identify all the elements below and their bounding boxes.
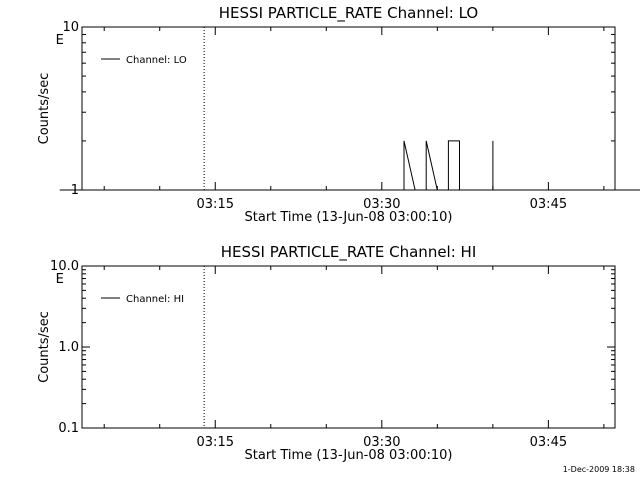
x-tick-label: 03:45 [530, 435, 567, 450]
y-tick-label: 0.1 [58, 421, 79, 436]
plot-frame [81, 265, 616, 429]
x-tick-label: 03:30 [363, 197, 400, 212]
event-marker-label: E [56, 33, 64, 48]
x-tick-label: 03:15 [197, 435, 234, 450]
legend-label: Channel: LO [126, 55, 187, 66]
timestamp-label: 1-Dec-2009 18:38 [563, 465, 635, 474]
y-tick-label: 10.0 [50, 259, 79, 274]
x-tick-label: 03:45 [530, 197, 567, 212]
x-tick-label: 03:15 [197, 197, 234, 212]
chart-lo-channel: HESSI PARTICLE_RATE Channel: LO 03:15 03:3… [37, 4, 640, 225]
legend-label: Channel: HI [126, 294, 184, 305]
x-axis-label: Start Time (13-Jun-08 03:00:10) [245, 448, 453, 463]
plot-frame [81, 26, 616, 191]
chart-hi-channel: HESSI PARTICLE_RATE Channel: HI 03:15 03:3… [37, 243, 616, 463]
y-axis-label: Counts/sec [37, 73, 52, 145]
y-axis-label: Counts/sec [37, 311, 52, 383]
x-axis-label: Start Time (13-Jun-08 03:00:10) [245, 210, 453, 225]
x-tick-label: 03:30 [363, 435, 400, 450]
event-marker-label: E [56, 272, 64, 287]
y-tick-label: 10 [62, 20, 79, 35]
chart-title: HESSI PARTICLE_RATE Channel: LO [219, 4, 478, 23]
chart-title: HESSI PARTICLE_RATE Channel: HI [221, 243, 477, 262]
y-tick-label: 1.0 [58, 340, 79, 355]
series-line [59, 140, 640, 191]
